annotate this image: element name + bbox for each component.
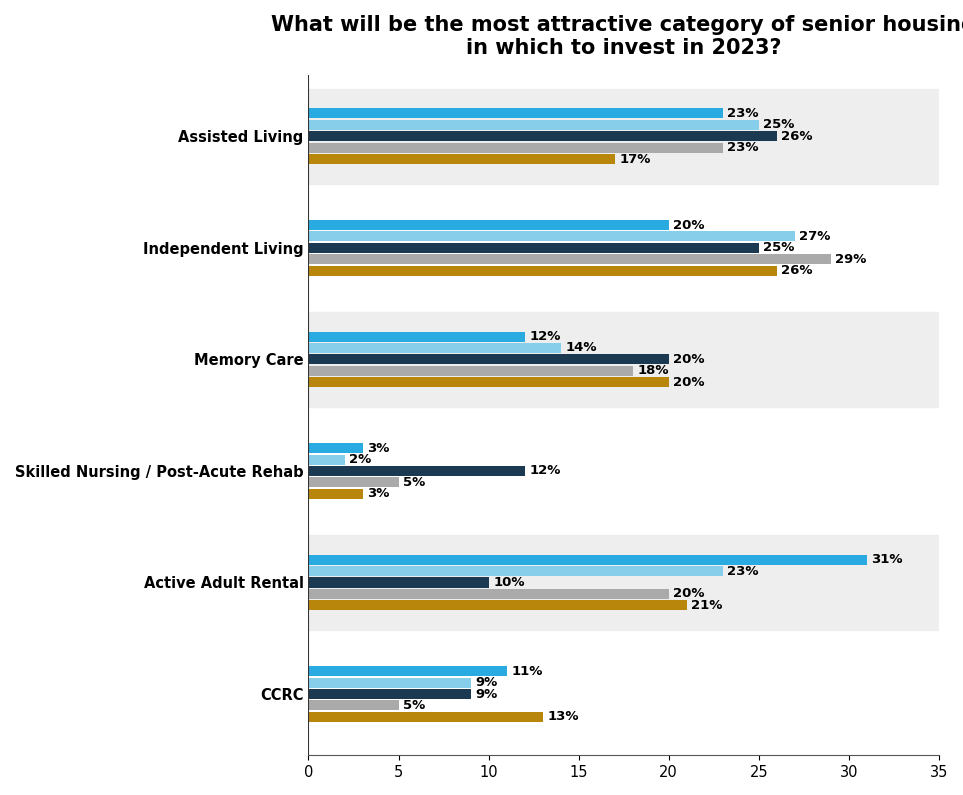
Text: 23%: 23%: [727, 564, 759, 578]
Bar: [308, 600, 687, 611]
Bar: [308, 666, 507, 677]
Text: 9%: 9%: [475, 688, 497, 700]
Bar: [308, 700, 399, 711]
Text: 26%: 26%: [781, 264, 813, 277]
Text: 12%: 12%: [529, 330, 560, 343]
Bar: [308, 220, 668, 230]
Text: 31%: 31%: [872, 553, 902, 566]
Bar: [308, 455, 345, 464]
Text: 23%: 23%: [727, 107, 759, 120]
Text: 13%: 13%: [547, 711, 579, 723]
Bar: [308, 489, 362, 498]
Bar: [308, 443, 362, 453]
Bar: [308, 120, 759, 130]
Bar: [308, 477, 399, 487]
Bar: [308, 589, 668, 599]
Text: 9%: 9%: [475, 676, 497, 689]
Text: 17%: 17%: [619, 153, 651, 165]
Bar: [308, 108, 722, 118]
Bar: [308, 689, 471, 699]
Title: What will be the most attractive category of senior housing
in which to invest i: What will be the most attractive categor…: [272, 15, 963, 58]
Text: 3%: 3%: [367, 442, 389, 455]
Bar: [308, 131, 777, 142]
Text: 20%: 20%: [673, 219, 705, 231]
Bar: [308, 154, 614, 164]
Bar: [308, 343, 560, 353]
Bar: [308, 332, 525, 342]
Bar: [308, 577, 488, 588]
Bar: [308, 254, 831, 264]
Bar: [308, 266, 777, 276]
Text: 27%: 27%: [799, 230, 831, 243]
Text: 26%: 26%: [781, 130, 813, 143]
Bar: [308, 142, 722, 153]
Text: 5%: 5%: [403, 476, 426, 489]
Bar: [308, 355, 668, 364]
Text: 25%: 25%: [764, 242, 794, 254]
Text: 12%: 12%: [529, 464, 560, 478]
Bar: [308, 89, 939, 184]
Text: 21%: 21%: [691, 599, 722, 612]
Text: 3%: 3%: [367, 487, 389, 500]
Text: 10%: 10%: [493, 576, 525, 589]
Bar: [308, 466, 525, 476]
Bar: [308, 566, 722, 576]
Text: 20%: 20%: [673, 353, 705, 366]
Text: 2%: 2%: [349, 453, 372, 466]
Text: 23%: 23%: [727, 142, 759, 154]
Text: 29%: 29%: [835, 253, 867, 266]
Text: 18%: 18%: [638, 364, 668, 378]
Text: 5%: 5%: [403, 699, 426, 712]
Bar: [308, 242, 759, 253]
Text: 20%: 20%: [673, 588, 705, 600]
Bar: [308, 677, 471, 688]
Bar: [308, 555, 867, 564]
Bar: [308, 377, 668, 387]
Bar: [308, 366, 633, 376]
Bar: [308, 535, 939, 630]
Text: 25%: 25%: [764, 118, 794, 131]
Text: 14%: 14%: [565, 342, 597, 355]
Text: 11%: 11%: [511, 665, 542, 678]
Bar: [308, 231, 794, 242]
Text: 20%: 20%: [673, 376, 705, 389]
Bar: [308, 712, 542, 722]
Bar: [308, 312, 939, 407]
